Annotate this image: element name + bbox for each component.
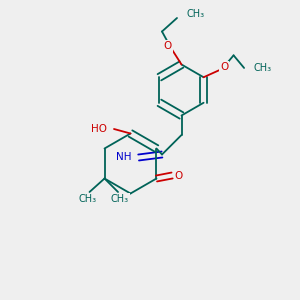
Text: HO: HO xyxy=(92,124,107,134)
Text: O: O xyxy=(175,170,183,181)
Text: CH₃: CH₃ xyxy=(254,63,272,73)
Text: NH: NH xyxy=(116,152,132,163)
Text: O: O xyxy=(163,41,172,52)
Text: CH₃: CH₃ xyxy=(187,9,205,20)
Text: O: O xyxy=(220,62,228,72)
Text: CH₃: CH₃ xyxy=(79,194,97,204)
Text: CH₃: CH₃ xyxy=(110,194,129,204)
